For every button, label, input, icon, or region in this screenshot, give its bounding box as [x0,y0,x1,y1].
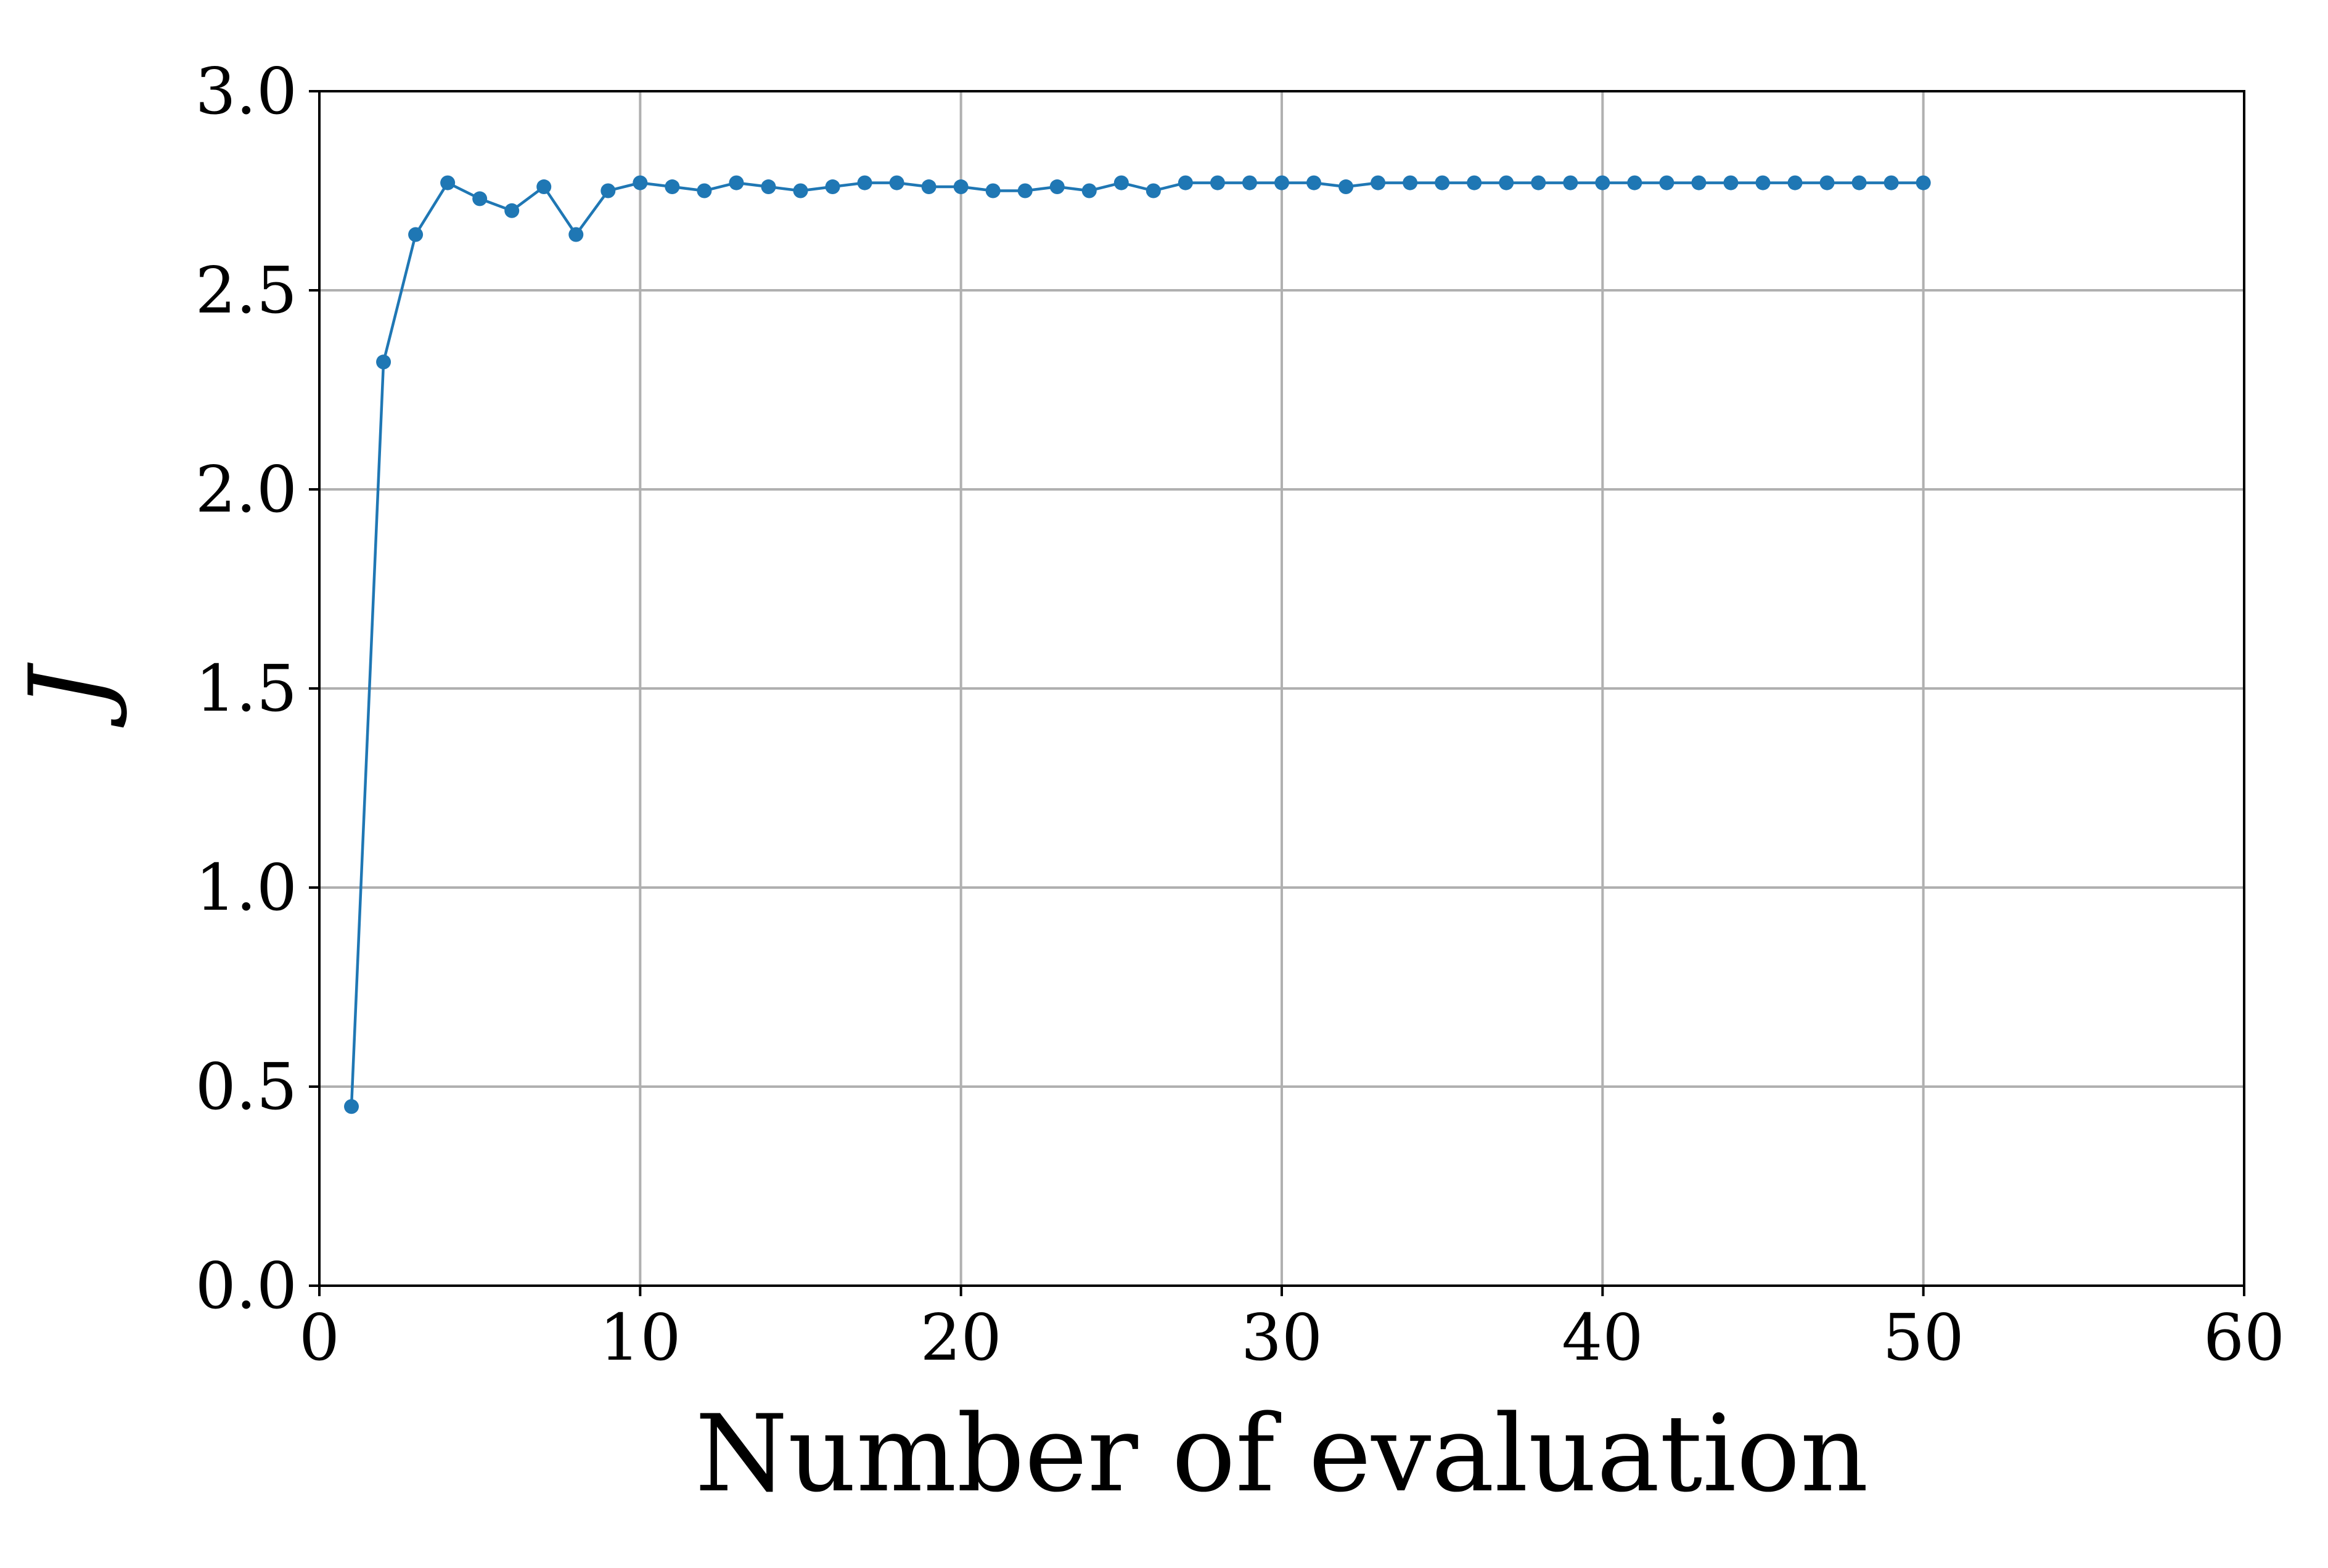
data-point [408,227,424,242]
data-point [344,1099,359,1114]
x-tick-label: 30 [1241,1300,1322,1375]
data-point [376,354,391,370]
data-point [1723,175,1739,190]
data-series [344,175,1931,1114]
data-point [1883,175,1899,190]
data-point [1499,175,1514,190]
data-point [1146,183,1161,198]
x-tick-label: 0 [299,1300,340,1375]
x-tick-label: 60 [2203,1300,2285,1375]
data-point [953,179,969,195]
data-point [1467,175,1482,190]
data-point [1659,175,1674,190]
data-point [1049,179,1065,195]
data-point [1531,175,1546,190]
data-point [1306,175,1322,190]
data-point [504,203,520,218]
data-point [1403,175,1418,190]
data-point [1274,175,1289,190]
data-point [1627,175,1642,190]
data-point [568,227,584,242]
data-point [1178,175,1193,190]
data-point [472,191,488,206]
x-axis-title: Number of evaluation [695,1392,1868,1516]
data-point [1242,175,1257,190]
x-tick-label: 20 [920,1300,1001,1375]
data-point [761,179,776,195]
y-tick-label: 2.0 [195,452,297,527]
data-point [1916,175,1931,190]
data-point [921,179,937,195]
data-point [729,175,744,190]
data-point [1371,175,1386,190]
data-point [825,179,840,195]
data-point [1338,179,1354,195]
data-point [1595,175,1610,190]
y-tick-label: 1.0 [195,850,297,925]
y-tick-label: 0.0 [195,1248,297,1323]
y-tick-label: 0.5 [195,1049,297,1124]
data-point [793,183,808,198]
data-point [985,183,1001,198]
x-tick-label: 50 [1882,1300,1964,1375]
data-point [1081,183,1097,198]
data-point [440,175,456,190]
data-point [665,179,680,195]
data-point [697,183,712,198]
data-point [1563,175,1578,190]
data-point [536,179,552,195]
data-point [1755,175,1771,190]
data-point [1851,175,1867,190]
x-tick-label: 10 [599,1300,681,1375]
axis-ticks: 0 10 20 30 40 50 60 0.0 0.5 1.0 1.5 2.0 2.5 3.0 [195,54,2285,1375]
data-point [1210,175,1225,190]
y-tick-label: 1.5 [195,651,297,726]
y-tick-label: 3.0 [195,54,297,129]
x-tick-label: 40 [1562,1300,1643,1375]
data-point [1017,183,1033,198]
data-point [857,175,872,190]
data-point [1113,175,1129,190]
data-point [1819,175,1835,190]
y-tick-label: 2.5 [195,253,297,328]
data-point [633,175,648,190]
data-point [1691,175,1707,190]
data-point [600,183,616,198]
data-point [1787,175,1803,190]
data-point [1435,175,1450,190]
data-point [889,175,904,190]
